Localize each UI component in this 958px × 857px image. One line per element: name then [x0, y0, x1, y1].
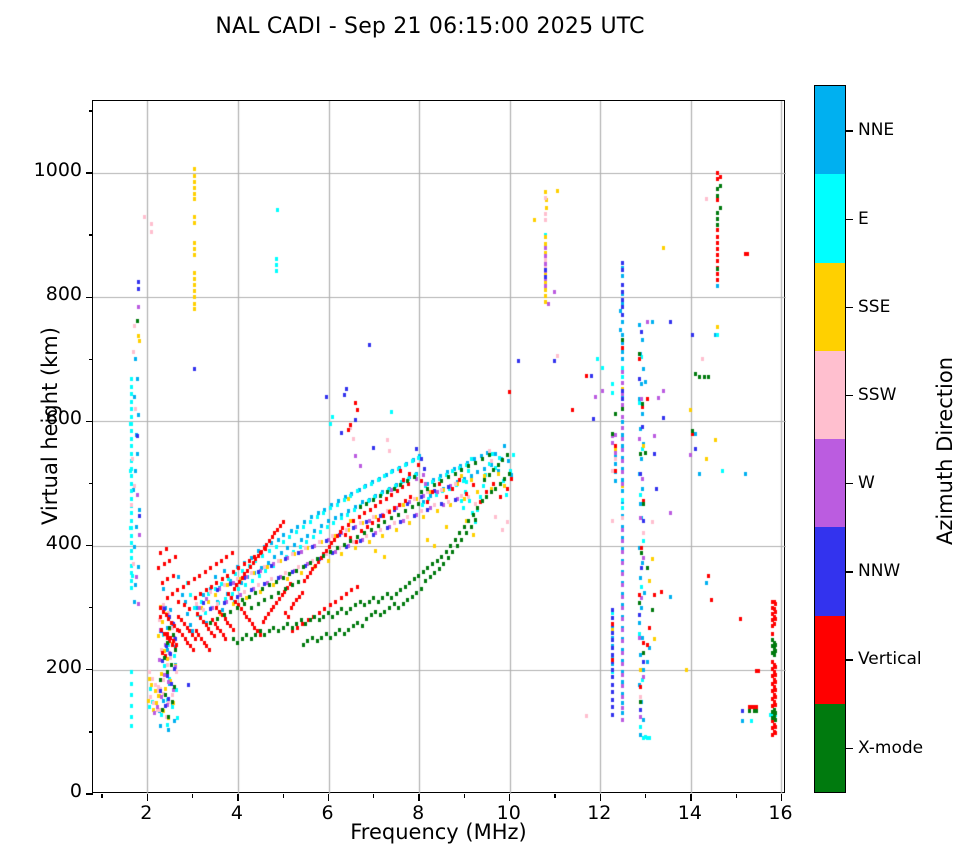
colorbar-segment-sse[interactable]	[815, 262, 845, 351]
colorbar-tick	[846, 218, 853, 220]
x-tick-label: 16	[768, 802, 793, 824]
colorbar-label-vertical: Vertical	[858, 649, 922, 670]
y-tick-label: 200	[45, 655, 82, 678]
y-tick-major	[86, 420, 93, 423]
y-tick-major	[86, 172, 93, 174]
y-tick-minor	[89, 234, 93, 236]
x-tick-label: 14	[677, 802, 702, 824]
colorbar-label-nnw: NNW	[858, 561, 901, 582]
y-tick-minor	[89, 731, 93, 733]
x-tick-major	[418, 794, 420, 801]
colorbar-segment-nne[interactable]	[815, 86, 845, 175]
y-tick-minor	[89, 607, 93, 609]
x-tick-label: 4	[230, 802, 243, 824]
x-tick-minor	[282, 794, 284, 798]
colorbar-segment-nnw[interactable]	[815, 527, 845, 616]
x-tick-minor	[191, 794, 194, 798]
y-tick-major	[86, 793, 93, 795]
x-tick-major	[509, 794, 511, 801]
x-tick-major	[327, 794, 330, 801]
colorbar-segment-e[interactable]	[815, 174, 845, 263]
y-tick-major	[86, 296, 93, 298]
colorbar-tick	[846, 306, 853, 309]
x-tick-label: 2	[140, 802, 153, 824]
colorbar-label-x-mode: X-mode	[858, 737, 924, 758]
colorbar-tick	[846, 571, 853, 573]
y-tick-label: 600	[45, 407, 82, 430]
x-axis-label: Frequency (MHz)	[350, 820, 527, 844]
y-tick-label: 800	[45, 283, 82, 306]
colorbar-tick	[846, 130, 853, 132]
y-tick-minor	[89, 358, 93, 360]
x-tick-minor	[101, 794, 103, 798]
colorbar-title: Azimuth Direction	[933, 356, 957, 546]
y-tick-major	[86, 544, 93, 547]
page-title: NAL CADI - Sep 21 06:15:00 2025 UTC	[215, 14, 645, 39]
x-tick-major	[599, 794, 601, 801]
colorbar-tick	[846, 483, 853, 485]
y-tick-major	[86, 669, 93, 671]
x-tick-minor	[735, 794, 737, 798]
y-tick-minor	[89, 110, 93, 112]
colorbar-label-w: W	[858, 473, 875, 494]
x-tick-minor	[554, 794, 556, 798]
scatter-data-layer	[93, 101, 786, 794]
x-tick-major	[690, 794, 692, 801]
x-tick-major	[146, 794, 148, 801]
colorbar-segment-x-mode[interactable]	[815, 703, 845, 792]
x-tick-major	[780, 794, 783, 801]
colorbar-label-e: E	[858, 208, 869, 229]
colorbar-ticks: NNE E SSE SSW W NNW Vertical X-mode	[846, 85, 946, 793]
x-tick-label: 8	[412, 802, 425, 824]
y-axis-label: Virtual height (km)	[38, 327, 62, 525]
x-tick-label: 10	[496, 802, 521, 824]
x-tick-major	[237, 794, 239, 801]
x-tick-minor	[463, 794, 466, 798]
colorbar-label-ssw: SSW	[858, 384, 897, 405]
colorbar-tick	[846, 394, 853, 397]
y-axis-ticks: 0 200 400 600 800 1000	[0, 0, 82, 857]
y-tick-label: 400	[45, 531, 82, 554]
plot-area[interactable]	[86, 100, 786, 801]
colorbar-label-sse: SSE	[858, 296, 891, 317]
colorbar-label-nne: NNE	[858, 120, 895, 141]
y-tick-label: 1000	[33, 159, 82, 182]
colorbar-segment-w[interactable]	[815, 439, 845, 528]
x-tick-minor	[644, 794, 647, 798]
colorbar[interactable]	[814, 85, 846, 793]
y-tick-label: 0	[69, 780, 82, 802]
colorbar-segment-ssw[interactable]	[815, 350, 845, 439]
x-tick-label: 12	[587, 802, 612, 824]
x-tick-minor	[373, 794, 375, 798]
colorbar-tick	[846, 659, 853, 661]
x-tick-label: 6	[321, 802, 334, 824]
colorbar-segment-vertical[interactable]	[815, 615, 845, 704]
y-tick-minor	[89, 482, 93, 485]
colorbar-tick	[846, 747, 853, 749]
